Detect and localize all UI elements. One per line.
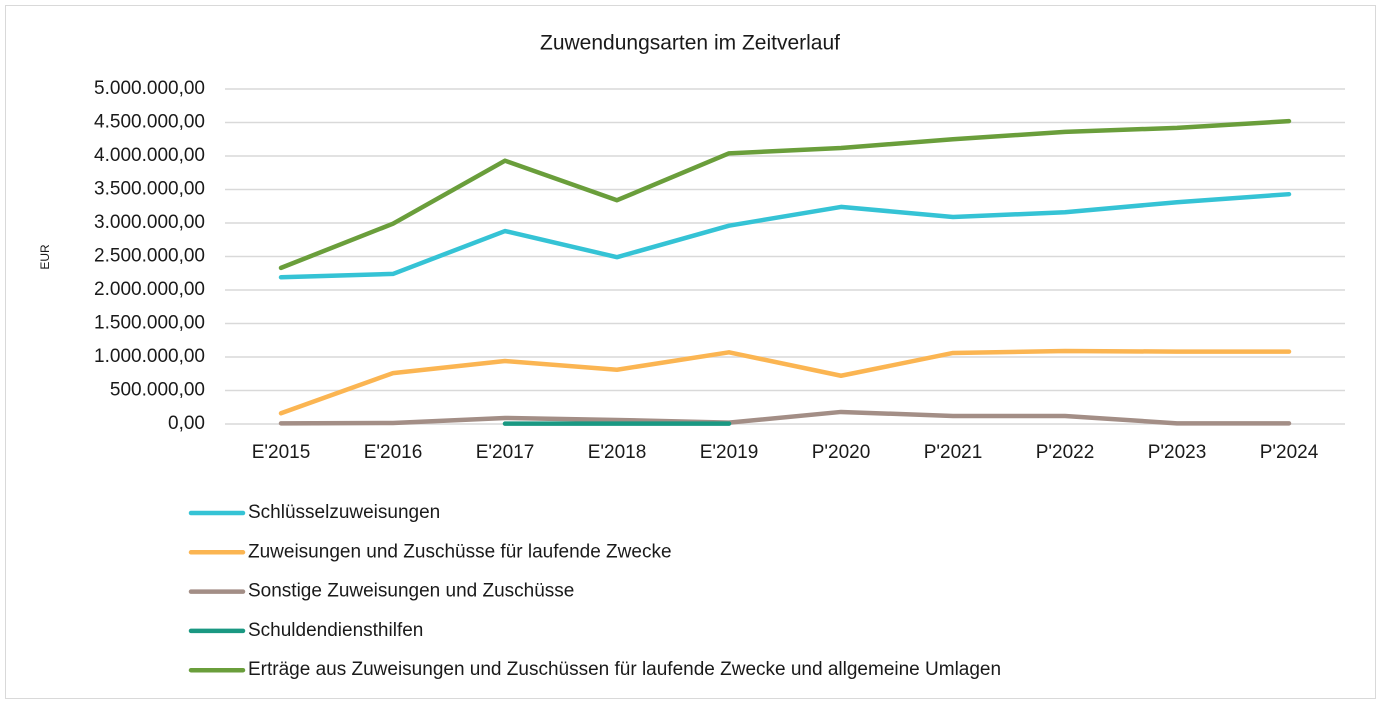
data-line — [278, 191, 1292, 280]
x-tick-label: P'2021 — [924, 442, 983, 463]
legend-label: Schlüsselzuweisungen — [248, 502, 440, 523]
y-tick-label: 500.000,00 — [110, 380, 205, 401]
legend-label: Schuldendiensthilfen — [248, 620, 423, 641]
y-tick-label: 5.000.000,00 — [94, 78, 205, 99]
y-axis-label: EUR — [38, 244, 52, 270]
chart-title: Zuwendungsarten im Zeitverlauf — [540, 32, 840, 55]
x-tick-label: E'2019 — [700, 442, 759, 463]
y-tick-label: 0,00 — [168, 413, 205, 434]
x-tick-label: E'2016 — [364, 442, 423, 463]
data-line — [278, 348, 1292, 416]
y-tick-label: 3.500.000,00 — [94, 179, 205, 200]
y-tick-label: 1.000.000,00 — [94, 346, 205, 367]
y-tick-label: 2.500.000,00 — [94, 246, 205, 267]
y-tick-label: 2.000.000,00 — [94, 279, 205, 300]
data-line — [278, 118, 1292, 271]
legend-label: Erträge aus Zuweisungen und Zuschüssen f… — [248, 659, 1001, 680]
y-tick-label: 3.000.000,00 — [94, 212, 205, 233]
x-tick-label: P'2024 — [1260, 442, 1319, 463]
legend-label: Sonstige Zuweisungen und Zuschüsse — [248, 581, 574, 602]
x-tick-label: P'2022 — [1036, 442, 1095, 463]
x-tick-label: E'2017 — [476, 442, 535, 463]
y-tick-label: 4.000.000,00 — [94, 145, 205, 166]
data-line — [278, 409, 1292, 426]
y-tick-label: 1.500.000,00 — [94, 313, 205, 334]
x-tick-label: P'2020 — [812, 442, 871, 463]
x-tick-label: E'2015 — [252, 442, 311, 463]
x-tick-label: P'2023 — [1148, 442, 1207, 463]
x-tick-label: E'2018 — [588, 442, 647, 463]
y-tick-label: 4.500.000,00 — [94, 112, 205, 133]
legend-label: Zuweisungen und Zuschüsse für laufende Z… — [248, 541, 672, 562]
